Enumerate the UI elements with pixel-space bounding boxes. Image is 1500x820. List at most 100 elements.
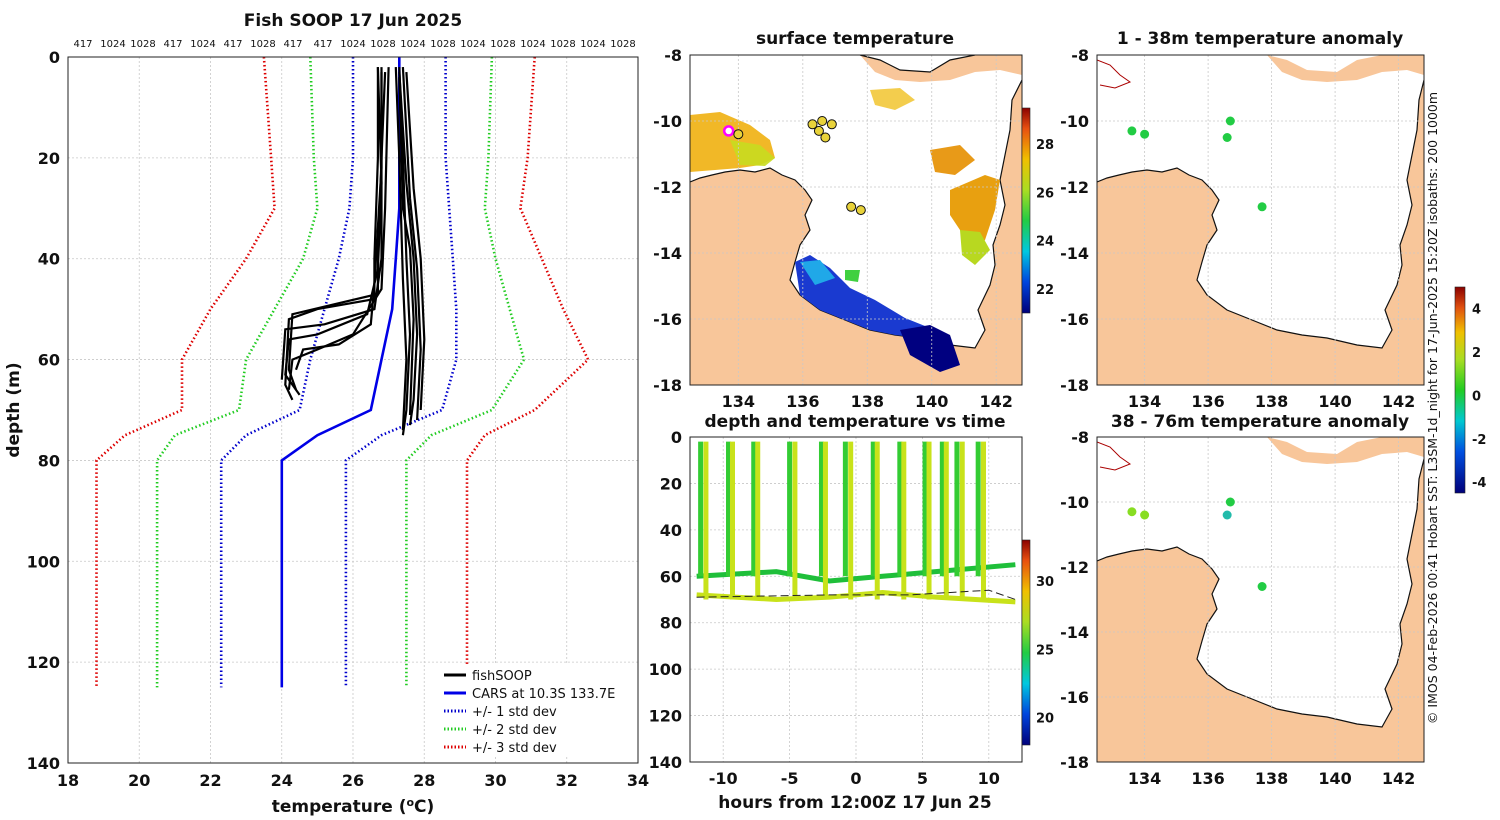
- anomaly2-ytick-label: -8: [1071, 428, 1089, 447]
- anomaly2-point: [1225, 497, 1235, 507]
- profile-ytick-label: 40: [38, 250, 60, 269]
- anomaly2-ytick-label: -14: [1060, 623, 1089, 642]
- profile-legend: fishSOOP CARS at 10.3S 133.7E +/- 1 std de…: [436, 664, 630, 756]
- profile-series-line: [405, 56, 526, 688]
- profile-grid: [68, 57, 638, 763]
- anomaly-colorbar: [1454, 286, 1466, 494]
- legend-label: +/- 2 std dev: [472, 723, 557, 738]
- depth-time-colorbar-label: 25: [1036, 643, 1054, 658]
- sst-patch-north-small: [870, 88, 915, 110]
- anomaly2-land-north: [1267, 437, 1424, 464]
- depth-time-ytick-label: 60: [660, 567, 682, 586]
- depth-time-panel: depth and temperature vs time -10 -5 0 5 100…: [649, 412, 1055, 813]
- profile-xtick-label: 28: [413, 771, 435, 790]
- profile-ytick-label: 140: [27, 754, 60, 773]
- depth-time-xlabel: hours from 12:00Z 17 Jun 25: [718, 793, 991, 813]
- anomaly1-xtick-label: 134: [1128, 392, 1161, 411]
- sst-land-newguinea: [860, 55, 1022, 82]
- top-label: 1028: [490, 39, 515, 50]
- top-label: 1024: [190, 39, 215, 50]
- anomaly2-ytick-label: -10: [1060, 493, 1089, 512]
- profile-xtick-label: 20: [128, 771, 150, 790]
- sst-colorbar-label: 26: [1036, 186, 1054, 201]
- anomaly2-point: [1222, 510, 1232, 520]
- top-label: 1024: [520, 39, 545, 50]
- profile-ytick-label: 80: [38, 451, 60, 470]
- anomaly2-ytick-label: -18: [1060, 753, 1089, 772]
- anomaly-panel-2: 38 - 76m temperature anomaly 134 136 138 14…: [1060, 412, 1425, 788]
- profile-ylabel: depth (m): [4, 362, 24, 457]
- anomaly1-point: [1257, 202, 1267, 212]
- profile-series-line: [155, 56, 319, 688]
- profile-xtick-label: 32: [556, 771, 578, 790]
- anomaly-colorbar-label: 4: [1472, 303, 1481, 318]
- fishsoop-profile: [398, 72, 419, 426]
- sst-colorbar-ticks: 22 24 26 28: [1036, 138, 1054, 298]
- sst-patch-darkblue-gulf: [900, 325, 960, 372]
- anomaly1-coastline: [1097, 79, 1424, 349]
- fishsoop-profiles: [280, 67, 426, 436]
- depth-time-ytick-label: 0: [671, 428, 682, 447]
- anomaly1-ytick-label: -18: [1060, 376, 1089, 395]
- sst-land-mainland: [690, 80, 1022, 385]
- legend-box: [436, 664, 630, 756]
- depth-time-ytick-label: 140: [649, 753, 682, 772]
- anomaly1-isobath: [1097, 59, 1132, 89]
- sst-ytick-label: -8: [664, 46, 682, 65]
- sst-xtick-label: 134: [722, 392, 755, 411]
- anomaly1-xtick-label: 140: [1318, 392, 1351, 411]
- depth-time-title: depth and temperature vs time: [705, 412, 1006, 432]
- fishsoop-profile: [401, 67, 422, 421]
- anomaly2-grid: [1097, 437, 1424, 762]
- sst-colorbar-label: 22: [1036, 283, 1054, 298]
- left-title: Fish SOOP 17 Jun 2025: [244, 11, 462, 31]
- legend-label: CARS at 10.3S 133.7E: [472, 687, 615, 702]
- sst-xtick-label: 136: [786, 392, 819, 411]
- profile-xlabel: temperature (oC): [272, 796, 435, 818]
- depth-time-bottom-line: [696, 589, 1016, 600]
- anomaly2-ytick-label: -16: [1060, 688, 1089, 707]
- fishsoop-profile: [405, 72, 426, 411]
- anomaly1-grid: [1097, 55, 1424, 385]
- sst-ytick-label: -16: [653, 310, 682, 329]
- anomaly-colorbar-ticks: 4 2 0 -2 -4: [1472, 303, 1486, 491]
- fishsoop-profile: [394, 67, 408, 431]
- anomaly1-points: [1127, 116, 1267, 212]
- fishsoop-profile: [284, 67, 383, 396]
- top-label: 417: [313, 39, 332, 50]
- sst-patch-yellow-west: [730, 140, 775, 166]
- anomaly2-ytick-label: -12: [1060, 558, 1089, 577]
- top-labels: 417 1024 1028 417 1024 417 1028 417 417 1024 1028 1…: [73, 39, 635, 50]
- anomaly-colorbar-label: -4: [1472, 476, 1486, 491]
- fishsoop-profile: [294, 72, 383, 371]
- anomaly1-xtick-label: 136: [1191, 392, 1224, 411]
- legend-label: +/- 1 std dev: [472, 705, 557, 720]
- sst-xtick-label: 142: [980, 392, 1013, 411]
- anomaly1-frame: [1096, 54, 1425, 386]
- sst-markers: [722, 116, 866, 216]
- legend-label: fishSOOP: [472, 669, 532, 684]
- fishsoop-marker: [733, 129, 744, 140]
- top-label: 1024: [580, 39, 605, 50]
- depth-time-xtick-label: 5: [917, 769, 928, 788]
- profile-series-line: [219, 57, 355, 688]
- anomaly-colorbar-label: 2: [1472, 346, 1481, 361]
- anomaly2-xtick-label: 142: [1382, 769, 1415, 788]
- anomaly1-ytick-label: -10: [1060, 112, 1089, 131]
- depth-time-ytick-label: 80: [660, 614, 682, 633]
- fishsoop-marker: [820, 132, 831, 143]
- anomaly-colorbar-label: -2: [1472, 433, 1486, 448]
- side-note: © IMOS 04-Feb-2026 00:41 Hobart SST: L3S…: [1425, 92, 1440, 724]
- anomaly1-point: [1225, 116, 1235, 126]
- fishsoop-marker: [855, 205, 866, 216]
- profile-xtick-label: 34: [627, 771, 649, 790]
- depth-time-colorbar-ticks: 20 25 30: [1036, 575, 1054, 727]
- top-label: 1028: [430, 39, 455, 50]
- sst-coastline-north: [859, 55, 976, 73]
- fishsoop-profile: [398, 67, 412, 436]
- anomaly2-ticks: 134 136 138 140 142 -8 -10 -12 -14 -16 -18: [1060, 428, 1415, 788]
- sst-colorbar-label: 28: [1036, 138, 1054, 153]
- anomaly2-coastline: [1097, 458, 1424, 728]
